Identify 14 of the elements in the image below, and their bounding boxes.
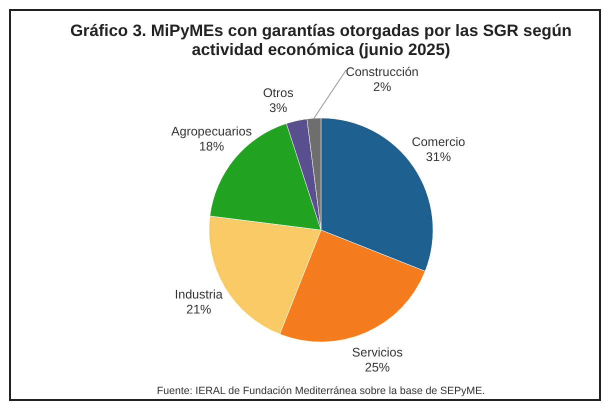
chart-title: Gráfico 3. MiPyMEs con garantías otorgadas por las SGR según actividad económica (junio 2025) — [70, 22, 572, 59]
data-label: 21% — [186, 302, 212, 316]
slice-label: Industria — [174, 287, 223, 302]
slice-label: Agropecuarios — [171, 124, 252, 138]
data-label: 18% — [199, 139, 224, 154]
data-label: 25% — [364, 360, 390, 374]
data-label: 31% — [426, 150, 451, 164]
slice-label: Servicios — [352, 345, 403, 360]
data-label: 3% — [269, 100, 288, 115]
source-note: Fuente: IERAL de Fundación Mediterránea sobre la base de SEPyME. — [156, 385, 486, 397]
slice-label: Construcción — [346, 64, 419, 79]
data-label: 2% — [373, 80, 392, 94]
slice-label: Otros — [262, 86, 294, 100]
slice-label: Comercio — [412, 135, 466, 150]
